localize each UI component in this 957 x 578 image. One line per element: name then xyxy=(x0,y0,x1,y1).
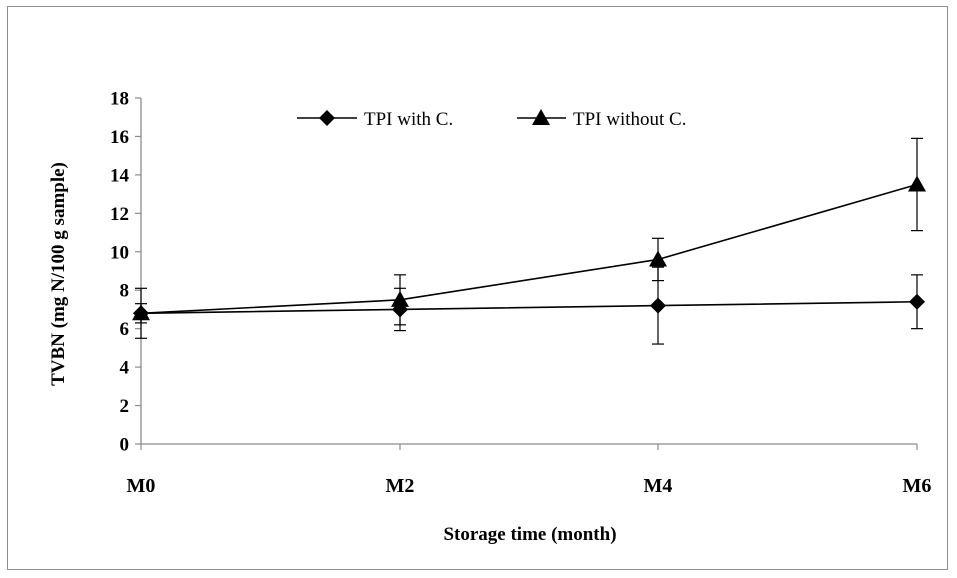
y-tick-label: 12 xyxy=(110,204,129,225)
data-point-diamond xyxy=(650,297,666,314)
x-tick-label: M4 xyxy=(644,475,673,497)
legend-label-with-c: TPI with C. xyxy=(364,109,453,130)
legend-triangle-marker xyxy=(532,109,550,125)
legend-entry-with-c: TPI with C. xyxy=(297,109,453,130)
y-tick-label: 8 xyxy=(120,281,130,302)
data-point-triangle xyxy=(908,175,926,192)
y-tick-label: 14 xyxy=(110,165,130,186)
series-layer xyxy=(132,137,926,345)
series-tpi-without-c xyxy=(132,137,926,326)
y-tick-label: 16 xyxy=(110,127,129,148)
series-line xyxy=(140,300,918,315)
legend-entry-without-c: TPI without C. xyxy=(517,109,686,130)
y-tick-label: 18 xyxy=(110,89,129,110)
legend: TPI with C. TPI without C. xyxy=(297,109,686,130)
y-tick-label: 6 xyxy=(120,319,130,340)
y-axis-title: TVBN (mg N/100 g sample) xyxy=(48,162,69,386)
x-axis-title: Storage time (month) xyxy=(443,524,616,545)
y-tick-label: 0 xyxy=(120,435,130,456)
x-tick-label: M6 xyxy=(903,475,932,497)
data-point-diamond xyxy=(909,293,925,310)
series-line xyxy=(140,183,918,315)
x-ticks: M0 M2 M4 M6 xyxy=(127,444,932,497)
series-tpi-with-c xyxy=(133,266,925,345)
x-tick-label: M0 xyxy=(127,475,156,497)
y-tick-label: 2 xyxy=(120,396,130,417)
data-point-triangle xyxy=(649,250,667,267)
x-tick-label: M2 xyxy=(386,475,415,497)
data-point-triangle xyxy=(132,304,150,321)
data-point-triangle xyxy=(391,290,409,307)
y-tick-label: 4 xyxy=(120,358,130,379)
axes xyxy=(140,98,917,445)
y-tick-label: 10 xyxy=(110,242,129,263)
legend-diamond-marker xyxy=(319,110,335,126)
y-ticks: 0 2 4 6 8 10 12 14 16 18 xyxy=(110,89,141,456)
legend-label-without-c: TPI without C. xyxy=(573,109,686,130)
